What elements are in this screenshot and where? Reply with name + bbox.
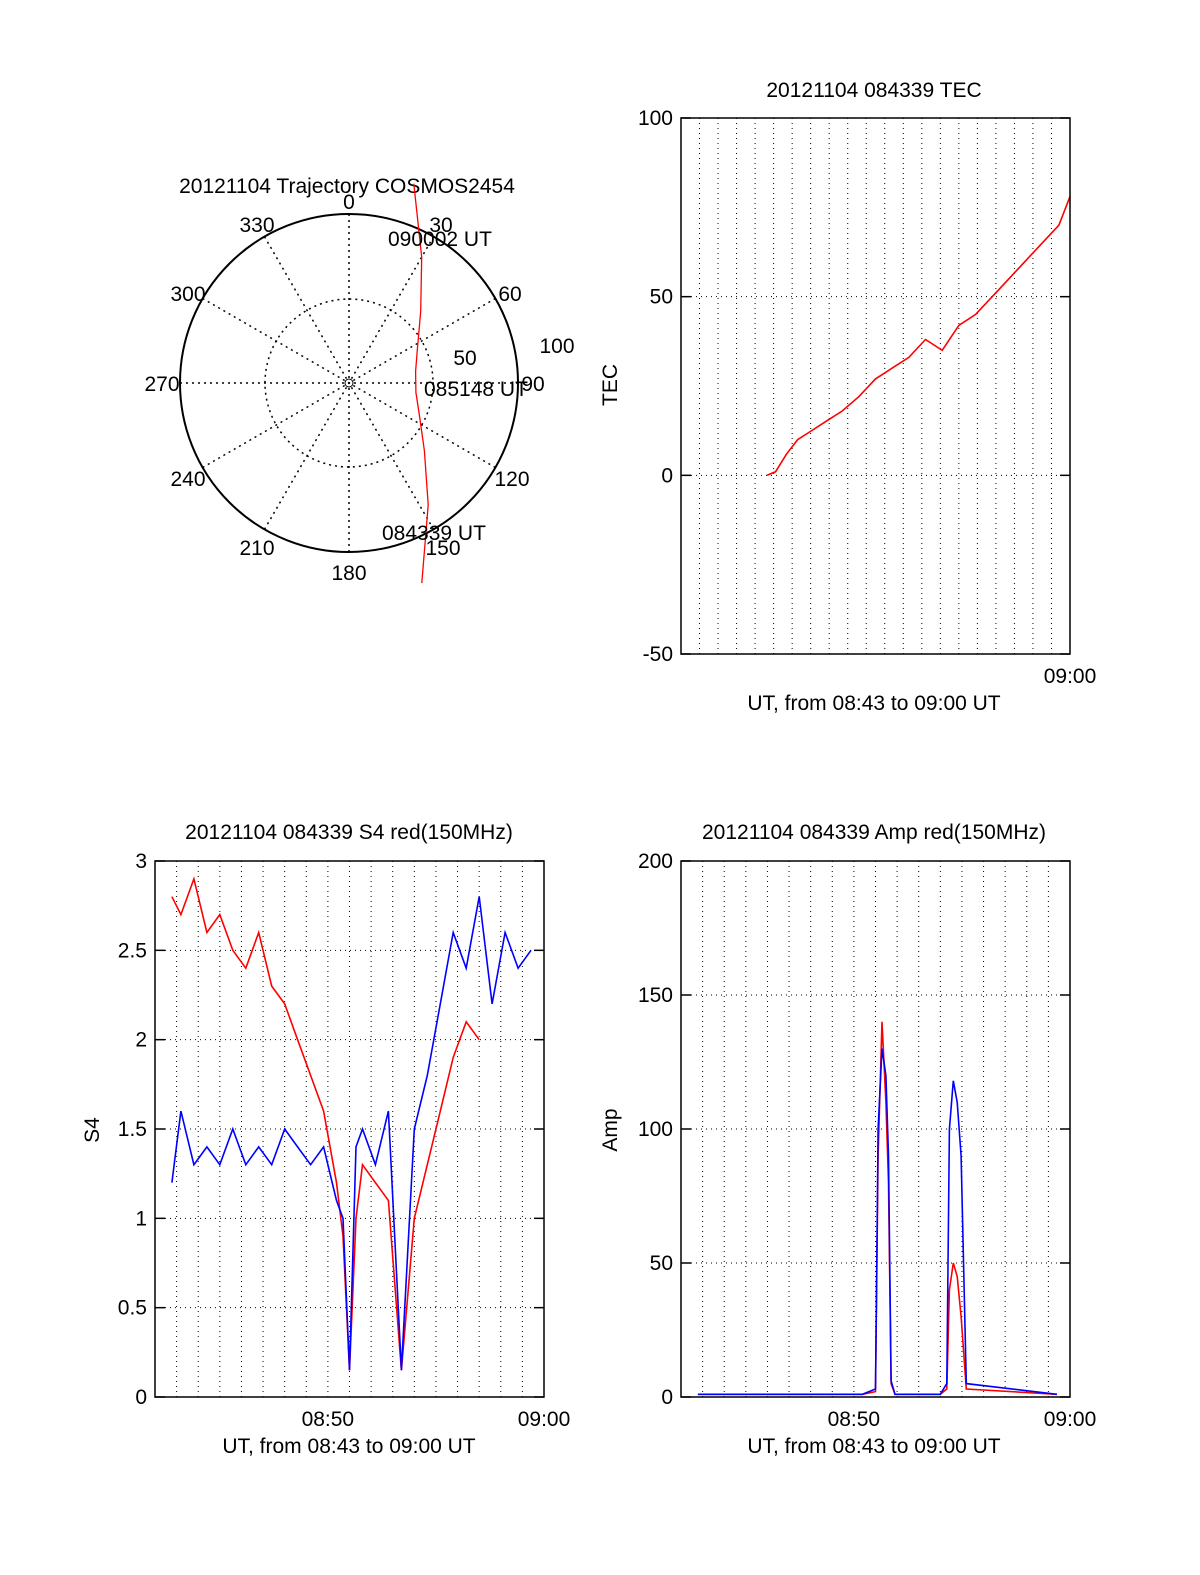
- polar-azimuth-label: 0: [343, 191, 355, 214]
- tec-ytick-label: 50: [650, 286, 673, 309]
- s4-series-line-0: [171, 876, 480, 1371]
- tec-series: [766, 196, 1071, 477]
- polar-azimuth-label: 150: [425, 537, 460, 560]
- s4-ytick-label: 0.5: [118, 1297, 147, 1320]
- tec-series-line-0: [766, 196, 1071, 477]
- trajectory-track: [413, 183, 429, 584]
- polar-radial-label-100: 100: [539, 335, 574, 358]
- amp-xlabel: UT, from 08:43 to 09:00 UT: [747, 1435, 1000, 1458]
- s4-ytick-label: 3: [135, 850, 147, 873]
- amp-ytick-label: 100: [638, 1118, 673, 1141]
- polar-azimuth-label: 240: [170, 468, 205, 491]
- tec-ytick-label: 0: [661, 464, 673, 487]
- tec-ylabel: TEC: [599, 364, 622, 406]
- tec-ytick-label: -50: [643, 643, 673, 666]
- amp-ytick-label: 50: [650, 1252, 673, 1275]
- tec-gridlines: [681, 117, 1070, 655]
- tec-xtick-label: 09:00: [1044, 665, 1097, 688]
- s4-xlabel: UT, from 08:43 to 09:00 UT: [222, 1435, 475, 1458]
- tec-ticks: 100 50 0 -50 09:00: [638, 107, 1096, 688]
- polar-azimuth-labels: 0 30 60 90 120 150 180 210 240 270 300 330: [144, 191, 544, 585]
- tec-xlabel: UT, from 08:43 to 09:00 UT: [747, 692, 1000, 715]
- polar-azimuth-label: 30: [429, 214, 452, 237]
- polar-azimuth-label: 120: [494, 468, 529, 491]
- trajectory-title: 20121104 Trajectory COSMOS2454: [179, 175, 515, 198]
- polar-azimuth-label: 180: [331, 562, 366, 585]
- polar-spokes: [180, 214, 518, 552]
- s4-xtick-label: 08:50: [302, 1408, 355, 1431]
- polar-center: [344, 378, 354, 388]
- s4-ylabel: S4: [81, 1117, 104, 1143]
- s4-ytick-label: 1.5: [118, 1118, 147, 1141]
- polar-radial-label-50: 50: [453, 347, 476, 370]
- s4-ytick-label: 0: [135, 1386, 147, 1409]
- s4-xtick-label: 09:00: [518, 1408, 571, 1431]
- amp-ytick-label: 150: [638, 984, 673, 1007]
- polar-azimuth-label: 270: [144, 373, 179, 396]
- tec-title: 20121104 084339 TEC: [766, 79, 981, 102]
- track-label-start: 084339 UT: [382, 522, 486, 545]
- amp-ylabel: Amp: [599, 1108, 622, 1151]
- s4-ytick-label: 2.5: [118, 939, 147, 962]
- tec-plot-frame: [680, 117, 1071, 655]
- trajectory-panel: 20121104 Trajectory COSMOS2454 0 30 60 90 12…: [144, 175, 574, 585]
- amp-xtick-label: 09:00: [1044, 1408, 1097, 1431]
- s4-ytick-label: 1: [135, 1207, 147, 1230]
- polar-azimuth-label: 330: [239, 214, 274, 237]
- s4-panel: 20121104 084339 S4 red(150MHz) S4 UT, fr…: [81, 821, 570, 1458]
- amp-ytick-label: 200: [638, 850, 673, 873]
- amp-title: 20121104 084339 Amp red(150MHz): [702, 821, 1046, 844]
- polar-azimuth-label: 60: [498, 283, 521, 306]
- polar-azimuth-label: 90: [521, 373, 544, 396]
- amp-xtick-label: 08:50: [828, 1408, 881, 1431]
- amp-ytick-label: 0: [661, 1386, 673, 1409]
- tec-ytick-label: 100: [638, 107, 673, 130]
- s4-ticks: 3 2.5 2 1.5 1 0.5 0 08:50 09:00: [118, 850, 570, 1431]
- s4-title: 20121104 084339 S4 red(150MHz): [185, 821, 513, 844]
- tec-panel: 20121104 084339 TEC TEC UT, from 08:43 t…: [599, 79, 1096, 715]
- s4-series: [171, 876, 532, 1371]
- polar-azimuth-label: 210: [239, 537, 274, 560]
- polar-azimuth-label: 300: [170, 283, 205, 306]
- polar-spoke-150: [263, 236, 435, 530]
- track-label-end: 090002 UT: [388, 228, 492, 251]
- amp-series-line-1: [697, 1048, 1058, 1396]
- s4-series-line-1: [171, 896, 532, 1371]
- amp-ticks: 200 150 100 50 0 08:50 09:00: [638, 850, 1096, 1431]
- amp-panel: 20121104 084339 Amp red(150MHz) Amp UT, …: [599, 821, 1096, 1458]
- s4-ytick-label: 2: [135, 1029, 147, 1052]
- s4-gridlines: [155, 860, 544, 1398]
- amp-series: [697, 1021, 1058, 1396]
- track-label-max: 085148 UT: [424, 378, 528, 401]
